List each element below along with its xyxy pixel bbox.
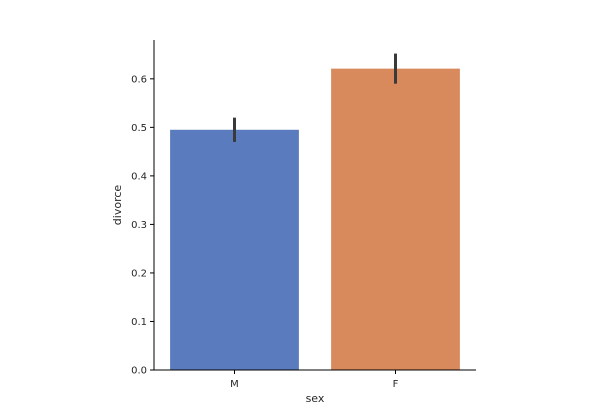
bars — [170, 68, 460, 370]
x-tick-label: F — [393, 379, 399, 390]
y-tick-label: 0.1 — [131, 317, 147, 328]
y-tick-label: 0.3 — [131, 220, 147, 231]
x-axis-label: sex — [306, 392, 325, 405]
y-axis-label: divorce — [111, 185, 124, 226]
bar-M — [170, 129, 299, 370]
y-axis-ticks: 0.0 0.1 0.2 0.3 0.4 0.5 0.6 — [131, 74, 154, 377]
error-bars — [233, 53, 397, 142]
y-tick-label: 0.6 — [131, 74, 147, 85]
bar-F — [331, 68, 460, 370]
y-tick-label: 0.0 — [131, 366, 147, 377]
y-tick-label: 0.2 — [131, 268, 147, 279]
x-tick-label: M — [230, 379, 239, 390]
y-tick-label: 0.5 — [131, 123, 147, 134]
y-tick-label: 0.4 — [131, 171, 147, 182]
